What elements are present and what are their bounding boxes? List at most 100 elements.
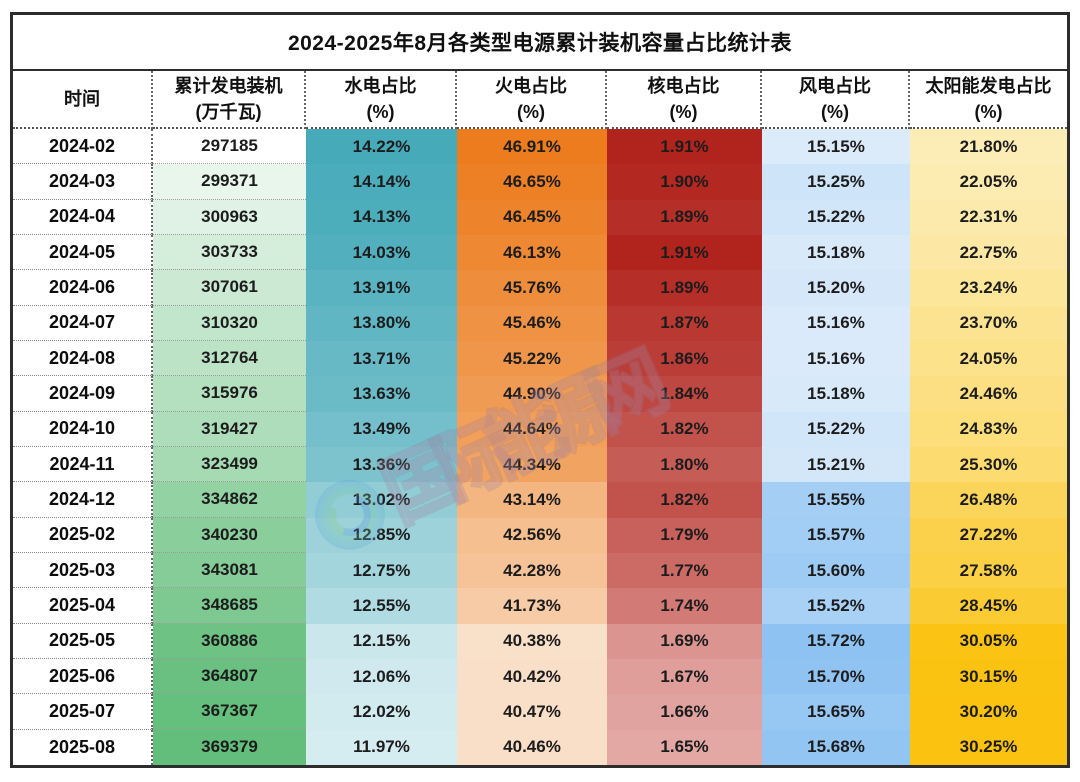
table-row: 2025-08 369379 11.97% 40.46% 1.65% 15.68% 30.2… [13, 729, 1067, 765]
cell-hydro: 12.06% [306, 658, 457, 695]
cell-capacity: 343081 [153, 552, 306, 589]
cell-capacity: 348685 [153, 588, 306, 624]
cell-solar: 22.31% [910, 199, 1067, 235]
cell-solar: 30.15% [910, 658, 1067, 695]
table-row: 2024-09 315976 13.63% 44.90% 1.84% 15.18% 24.4… [13, 376, 1067, 412]
cell-thermal: 41.73% [457, 588, 607, 624]
cell-solar: 30.05% [910, 623, 1067, 659]
cell-nuclear: 1.77% [607, 552, 762, 589]
cell-thermal: 44.64% [457, 411, 607, 447]
cell-solar: 24.83% [910, 411, 1067, 447]
cell-time: 2024-03 [13, 164, 153, 200]
cell-capacity: 300963 [153, 199, 306, 235]
cell-nuclear: 1.90% [607, 164, 762, 200]
cell-hydro: 11.97% [306, 729, 457, 765]
cell-capacity: 364807 [153, 658, 306, 695]
cell-thermal: 43.14% [457, 482, 607, 518]
cell-hydro: 13.80% [306, 305, 457, 341]
cell-wind: 15.22% [762, 411, 910, 447]
cell-capacity: 319427 [153, 411, 306, 447]
cell-wind: 15.15% [762, 129, 910, 165]
cell-time: 2024-05 [13, 234, 153, 271]
cell-nuclear: 1.80% [607, 446, 762, 483]
cell-thermal: 42.56% [457, 517, 607, 553]
cell-capacity: 360886 [153, 623, 306, 659]
cell-time: 2024-07 [13, 305, 153, 341]
cell-nuclear: 1.65% [607, 729, 762, 765]
cell-nuclear: 1.67% [607, 658, 762, 695]
cell-solar: 22.05% [910, 164, 1067, 200]
cell-wind: 15.68% [762, 729, 910, 765]
cell-solar: 23.70% [910, 305, 1067, 341]
cell-hydro: 13.49% [306, 411, 457, 447]
cell-time: 2025-04 [13, 588, 153, 624]
header-label: 风电占比 [799, 75, 871, 96]
cell-capacity: 315976 [153, 376, 306, 412]
cell-solar: 26.48% [910, 482, 1067, 518]
header-cell-hydro: 水电占比 (%) [306, 71, 457, 129]
cell-capacity: 299371 [153, 164, 306, 200]
cell-solar: 24.05% [910, 340, 1067, 377]
cell-wind: 15.57% [762, 517, 910, 553]
cell-time: 2025-05 [13, 623, 153, 659]
cell-solar: 28.45% [910, 588, 1067, 624]
cell-hydro: 14.03% [306, 234, 457, 271]
header-label: 火电占比 [495, 75, 567, 96]
cell-time: 2025-07 [13, 694, 153, 730]
cell-solar: 24.46% [910, 376, 1067, 412]
cell-solar: 27.22% [910, 517, 1067, 553]
cell-wind: 15.52% [762, 588, 910, 624]
header-label: 核电占比 [647, 75, 720, 96]
cell-nuclear: 1.82% [607, 482, 762, 518]
table-row: 2024-02 297185 14.22% 46.91% 1.91% 15.15% 21.8… [13, 129, 1067, 165]
header-unit: (%) [821, 102, 849, 122]
cell-thermal: 46.91% [457, 129, 607, 165]
cell-wind: 15.18% [762, 376, 910, 412]
cell-nuclear: 1.84% [607, 376, 762, 412]
cell-time: 2025-06 [13, 658, 153, 695]
cell-capacity: 307061 [153, 270, 306, 306]
cell-wind: 15.20% [762, 270, 910, 306]
cell-solar: 22.75% [910, 234, 1067, 271]
cell-time: 2025-03 [13, 552, 153, 589]
cell-hydro: 13.36% [306, 446, 457, 483]
cell-solar: 21.80% [910, 129, 1067, 165]
table-row: 2025-02 340230 12.85% 42.56% 1.79% 15.57% 27.2… [13, 517, 1067, 553]
cell-nuclear: 1.82% [607, 411, 762, 447]
cell-wind: 15.25% [762, 164, 910, 200]
cell-time: 2024-12 [13, 482, 153, 518]
header-unit: (%) [517, 102, 545, 122]
cell-hydro: 12.85% [306, 517, 457, 553]
cell-solar: 27.58% [910, 552, 1067, 589]
cell-nuclear: 1.89% [607, 270, 762, 306]
header-unit: (万千瓦) [195, 102, 262, 122]
cell-thermal: 45.46% [457, 305, 607, 341]
header-row: 时间 累计发电装机 (万千瓦) 水电占比 (%) 火电占比 (%) 核电占比 (%) 风电占比 (%… [13, 71, 1067, 129]
table-row: 2024-05 303733 14.03% 46.13% 1.91% 15.18% 22.7… [13, 234, 1067, 271]
cell-time: 2024-06 [13, 270, 153, 306]
table-row: 2024-04 300963 14.13% 46.45% 1.89% 15.22% 22.3… [13, 199, 1067, 235]
cell-thermal: 46.13% [457, 234, 607, 271]
cell-capacity: 297185 [153, 129, 306, 165]
cell-time: 2024-02 [13, 129, 153, 165]
table-row: 2025-07 367367 12.02% 40.47% 1.66% 15.65% 30.2… [13, 694, 1067, 730]
cell-wind: 15.72% [762, 623, 910, 659]
table-row: 2024-12 334862 13.02% 43.14% 1.82% 15.55% 26.4… [13, 482, 1067, 518]
cell-time: 2024-10 [13, 411, 153, 447]
cell-hydro: 14.22% [306, 129, 457, 165]
cell-capacity: 367367 [153, 694, 306, 730]
cell-wind: 15.16% [762, 340, 910, 377]
header-cell-nuclear: 核电占比 (%) [607, 71, 762, 129]
cell-thermal: 44.34% [457, 446, 607, 483]
cell-wind: 15.60% [762, 552, 910, 589]
cell-nuclear: 1.69% [607, 623, 762, 659]
cell-nuclear: 1.79% [607, 517, 762, 553]
cell-hydro: 14.14% [306, 164, 457, 200]
cell-time: 2024-04 [13, 199, 153, 235]
table-grid: 时间 累计发电装机 (万千瓦) 水电占比 (%) 火电占比 (%) 核电占比 (%) 风电占比 (%… [13, 71, 1067, 765]
cell-solar: 23.24% [910, 270, 1067, 306]
cell-time: 2024-09 [13, 376, 153, 412]
header-cell-capacity: 累计发电装机 (万千瓦) [153, 71, 306, 129]
header-cell-thermal: 火电占比 (%) [457, 71, 607, 129]
